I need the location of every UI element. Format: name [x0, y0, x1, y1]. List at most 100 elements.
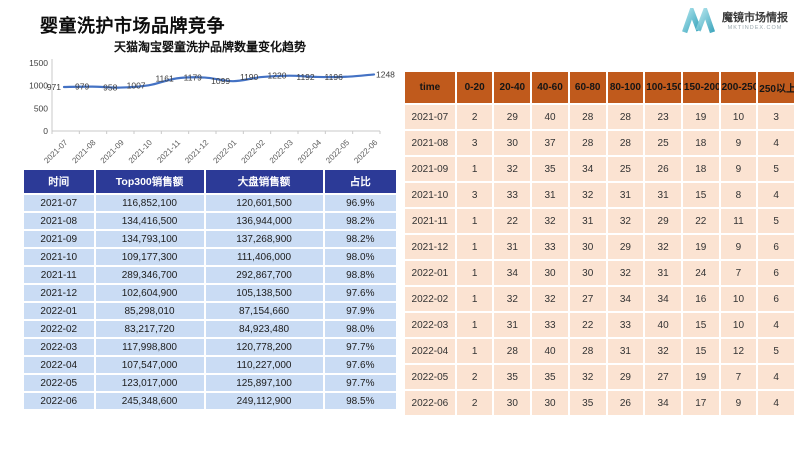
table-cell: 29	[607, 365, 644, 389]
table-cell: 27	[645, 365, 681, 389]
table-cell: 117,998,800	[95, 339, 204, 355]
table-row: 2021-12 102,604,900 105,138,500 97.6%	[24, 285, 396, 301]
table-cell: 2	[456, 365, 493, 389]
table-cell: 2022-05	[24, 375, 94, 391]
table-cell: 1	[456, 157, 493, 181]
table-cell: 34	[645, 287, 681, 311]
table-row: 2022-06 2 30 30 35 26 34 17 9 4	[405, 391, 794, 415]
table-cell: 1	[456, 235, 493, 259]
table-cell: 40	[645, 313, 681, 337]
table-cell: 32	[532, 209, 568, 233]
svg-text:0: 0	[43, 126, 48, 136]
table-cell: 4	[758, 391, 794, 415]
table-cell: 22	[494, 209, 531, 233]
table-cell: 2021-07	[24, 195, 94, 211]
table-cell: 109,177,300	[95, 249, 204, 265]
table-cell: 1	[456, 313, 493, 337]
table-cell: 8	[720, 183, 757, 207]
table-cell: 35	[569, 391, 606, 415]
table-cell: 11	[720, 209, 757, 233]
table-cell: 98.2%	[324, 231, 396, 247]
column-header: 60-80	[569, 72, 606, 103]
table-cell: 97.9%	[324, 303, 396, 319]
table-cell: 28	[569, 339, 606, 363]
table-cell: 3	[758, 105, 794, 129]
table-cell: 2021-09	[405, 157, 455, 181]
table-cell: 19	[682, 365, 719, 389]
table-cell: 32	[645, 339, 681, 363]
svg-text:2022-06: 2022-06	[352, 138, 380, 166]
table-cell: 31	[645, 183, 681, 207]
table-cell: 120,778,200	[205, 339, 323, 355]
table-cell: 2021-09	[24, 231, 94, 247]
table-cell: 5	[758, 339, 794, 363]
table-cell: 30	[569, 235, 606, 259]
table-cell: 2021-10	[24, 249, 94, 265]
table-row: 2022-05 2 35 35 32 29 27 19 7 4	[405, 365, 794, 389]
header-row: 时间 Top300销售额 大盘销售额 占比	[24, 170, 396, 193]
column-header: 100-150	[645, 72, 681, 103]
table-cell: 97.6%	[324, 285, 396, 301]
column-header: Top300销售额	[95, 170, 204, 193]
table-cell: 2022-06	[405, 391, 455, 415]
table-cell: 2021-12	[24, 285, 94, 301]
table-cell: 35	[494, 365, 531, 389]
table-cell: 10	[720, 287, 757, 311]
table-cell: 15	[682, 183, 719, 207]
table-cell: 1	[456, 287, 493, 311]
table-cell: 29	[607, 235, 644, 259]
svg-text:958: 958	[103, 83, 117, 93]
svg-text:2021-09: 2021-09	[99, 138, 127, 166]
chart-title: 天猫淘宝婴童洗护品牌数量变化趋势	[113, 40, 306, 54]
table-cell: 9	[720, 157, 757, 181]
table-cell: 1	[456, 209, 493, 233]
column-header: 时间	[24, 170, 94, 193]
table-cell: 32	[569, 365, 606, 389]
table-cell: 97.6%	[324, 357, 396, 373]
table-cell: 98.0%	[324, 321, 396, 337]
column-header: 0-20	[456, 72, 493, 103]
table-cell: 2022-02	[24, 321, 94, 337]
table-cell: 32	[607, 261, 644, 285]
table-cell: 28	[569, 105, 606, 129]
table-cell: 2022-03	[405, 313, 455, 337]
table-cell: 245,348,600	[95, 393, 204, 409]
table-cell: 98.2%	[324, 213, 396, 229]
table-cell: 123,017,000	[95, 375, 204, 391]
table-cell: 32	[494, 157, 531, 181]
table-cell: 34	[494, 261, 531, 285]
svg-text:2022-03: 2022-03	[268, 138, 296, 166]
table-cell: 34	[645, 391, 681, 415]
table-row: 2022-04 1 28 40 28 31 32 15 12 5	[405, 339, 794, 363]
table-cell: 26	[607, 391, 644, 415]
table-cell: 2021-11	[405, 209, 455, 233]
table-cell: 6	[758, 235, 794, 259]
svg-text:2021-10: 2021-10	[127, 138, 155, 166]
table-cell: 37	[532, 131, 568, 155]
table-cell: 292,867,700	[205, 267, 323, 283]
table-row: 2022-02 83,217,720 84,923,480 98.0%	[24, 321, 396, 337]
table-cell: 33	[532, 235, 568, 259]
header-row: time 0-20 20-40 40-60 60-80 80-100 100-150 150-…	[405, 72, 794, 103]
table-cell: 5	[758, 157, 794, 181]
column-header: 200-250	[720, 72, 757, 103]
table-cell: 2021-12	[405, 235, 455, 259]
table-cell: 111,406,000	[205, 249, 323, 265]
table-cell: 107,547,000	[95, 357, 204, 373]
table-row: 2022-03 1 31 33 22 33 40 15 10 4	[405, 313, 794, 337]
table-cell: 2022-04	[405, 339, 455, 363]
column-header: 250以上	[758, 72, 794, 103]
table-cell: 2022-06	[24, 393, 94, 409]
svg-text:979: 979	[75, 82, 89, 92]
table-cell: 4	[758, 365, 794, 389]
table-cell: 9	[720, 391, 757, 415]
table-cell: 34	[569, 157, 606, 181]
column-header: 150-200	[682, 72, 719, 103]
table-cell: 249,112,900	[205, 393, 323, 409]
table-row: 2021-11 1 22 32 31 32 29 22 11 5	[405, 209, 794, 233]
logo-domain-text: MKTINDEX.COM	[727, 25, 783, 32]
svg-text:1192: 1192	[296, 72, 315, 82]
table-cell: 2022-04	[24, 357, 94, 373]
table-cell: 102,604,900	[95, 285, 204, 301]
